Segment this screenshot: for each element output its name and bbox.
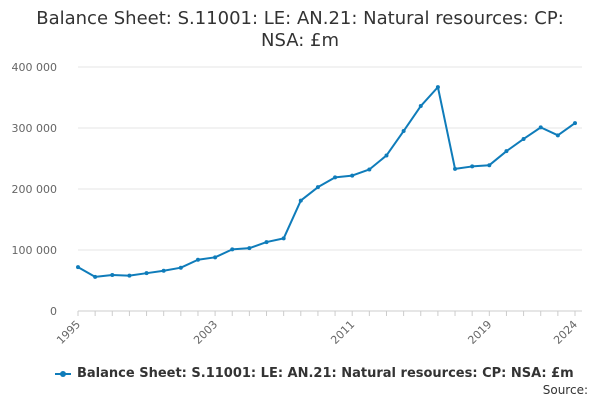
gridlines bbox=[78, 66, 582, 251]
y-tick-label: 200 000 bbox=[12, 183, 58, 196]
data-point bbox=[435, 85, 440, 90]
data-point bbox=[401, 129, 406, 134]
axes bbox=[77, 310, 582, 316]
data-point bbox=[195, 257, 200, 262]
source-label: Source: bbox=[542, 383, 588, 397]
chart-title: Balance Sheet: S.11001: LE: AN.21: Natur… bbox=[36, 8, 564, 51]
y-axis-ticks: 0 100 000 200 000 300 000 400 000 bbox=[12, 61, 58, 318]
data-point bbox=[178, 265, 183, 270]
y-tick-label: 400 000 bbox=[12, 61, 58, 74]
x-axis-ticks: 1995 2003 2011 2019 2024 bbox=[54, 318, 580, 347]
data-point bbox=[247, 246, 252, 251]
data-point bbox=[555, 133, 560, 138]
x-tick-label: 2024 bbox=[551, 318, 580, 347]
data-point bbox=[504, 149, 509, 154]
data-point bbox=[333, 175, 338, 180]
data-point bbox=[127, 273, 132, 278]
data-point bbox=[573, 121, 577, 126]
legend-label: Balance Sheet: S.11001: LE: AN.21: Natur… bbox=[77, 366, 574, 381]
data-point bbox=[470, 164, 475, 169]
data-point bbox=[384, 153, 389, 158]
data-point bbox=[350, 173, 355, 178]
x-tick-label: 2003 bbox=[191, 318, 220, 347]
series-line bbox=[77, 86, 576, 278]
y-tick-label: 300 000 bbox=[12, 122, 58, 135]
data-point bbox=[93, 274, 98, 279]
data-point bbox=[538, 125, 543, 130]
data-point bbox=[76, 265, 80, 270]
x-tick-label: 1995 bbox=[54, 318, 83, 347]
x-tick-label: 2011 bbox=[328, 318, 357, 347]
data-point bbox=[453, 166, 458, 171]
data-point bbox=[161, 268, 166, 273]
data-point bbox=[144, 271, 149, 276]
data-point bbox=[281, 236, 286, 241]
data-point bbox=[315, 185, 320, 190]
data-point bbox=[213, 255, 218, 260]
legend-line-marker-icon bbox=[55, 369, 71, 379]
y-tick-label: 0 bbox=[50, 305, 57, 318]
series-layer bbox=[76, 85, 577, 279]
legend[interactable]: Balance Sheet: S.11001: LE: AN.21: Natur… bbox=[55, 366, 574, 381]
y-tick-label: 100 000 bbox=[12, 244, 58, 257]
data-point bbox=[110, 273, 115, 278]
data-point bbox=[298, 198, 303, 203]
x-tick-label: 2019 bbox=[465, 318, 494, 347]
data-point bbox=[367, 167, 372, 172]
data-point bbox=[418, 104, 423, 109]
data-point bbox=[230, 247, 235, 252]
data-point bbox=[521, 136, 526, 141]
data-point bbox=[264, 240, 269, 245]
data-point bbox=[487, 163, 492, 168]
